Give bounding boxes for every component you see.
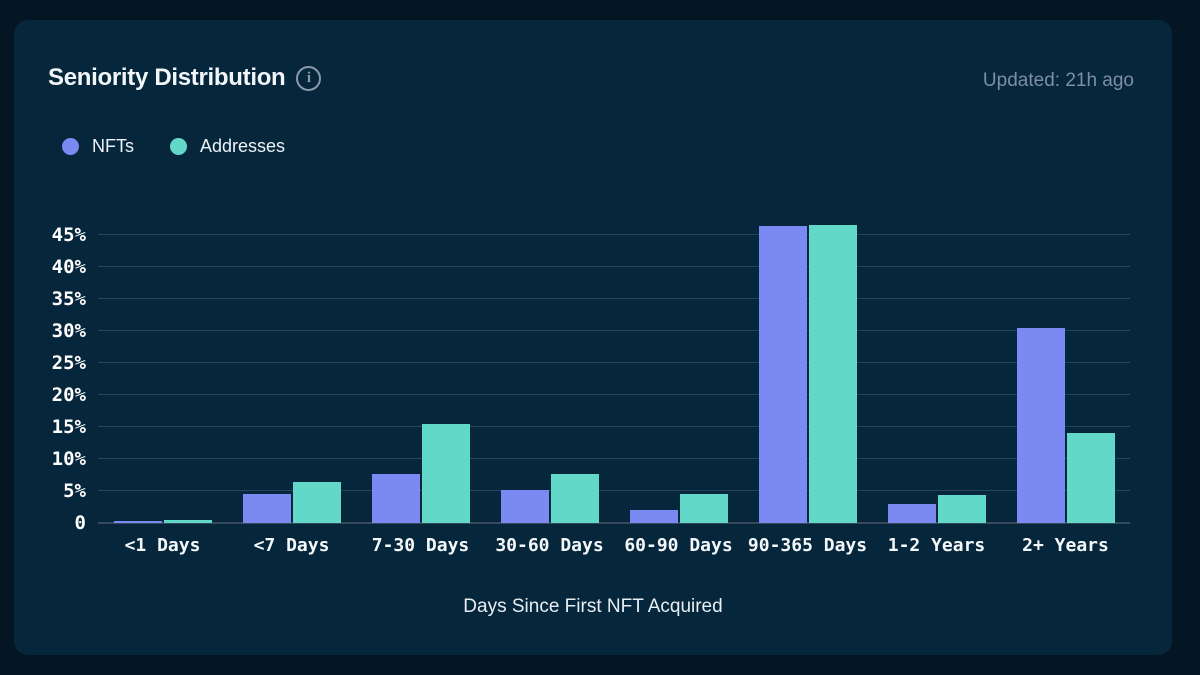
y-axis-tick: 10% <box>51 448 86 470</box>
bar-group: 1-2 Years <box>872 220 1001 556</box>
nfts-bar[interactable] <box>629 509 678 523</box>
addresses-bar[interactable] <box>163 519 212 523</box>
x-axis-tick: 2+ Years <box>1022 535 1109 556</box>
gridline <box>98 426 1130 427</box>
addresses-bar[interactable] <box>421 423 470 523</box>
plot-area: 0 5% 10% 15% 20% 25% 30% 35% 40% 45% <1 Days <7 Day… <box>52 220 1130 556</box>
x-axis-tick: <7 Days <box>253 535 330 556</box>
addresses-bar[interactable] <box>679 494 728 523</box>
bar-group: 30-60 Days <box>485 220 614 556</box>
legend-label: Addresses <box>200 136 286 156</box>
x-axis-tick: 60-90 Days <box>624 535 733 556</box>
nfts-bar[interactable] <box>500 490 549 523</box>
addresses-bar[interactable] <box>292 482 341 523</box>
bar-group: <1 Days <box>98 220 227 556</box>
bar-group: <7 Days <box>227 220 356 556</box>
chart-legend: NFTs Addresses <box>62 136 285 157</box>
x-axis-tick: 1-2 Years <box>887 535 986 556</box>
x-axis-tick: <1 Days <box>124 535 201 556</box>
x-axis-title: Days Since First NFT Acquired <box>463 596 723 617</box>
y-axis-tick: 30% <box>51 320 86 342</box>
card-header: Seniority Distribution i <box>48 64 322 92</box>
gridline <box>98 394 1130 395</box>
seniority-distribution-card: Seniority Distribution i Updated: 21h ag… <box>14 20 1172 655</box>
gridline <box>98 234 1130 235</box>
addresses-swatch-icon <box>170 138 187 155</box>
legend-label: NFTs <box>92 136 134 156</box>
addresses-bar[interactable] <box>808 224 857 523</box>
x-axis-tick: 30-60 Days <box>495 535 604 556</box>
y-axis-tick: 25% <box>51 352 86 374</box>
nfts-bar[interactable] <box>371 473 420 523</box>
legend-item-nfts[interactable]: NFTs <box>62 136 134 157</box>
y-axis-tick: 15% <box>51 416 86 438</box>
nfts-bar[interactable] <box>758 226 807 523</box>
nfts-bar[interactable] <box>1016 328 1065 523</box>
y-axis-tick: 0 <box>74 512 86 534</box>
gridline <box>98 362 1130 363</box>
updated-timestamp: Updated: 21h ago <box>982 70 1134 91</box>
nfts-swatch-icon <box>62 138 79 155</box>
nfts-bar[interactable] <box>242 493 291 523</box>
y-axis-tick: 40% <box>51 256 86 278</box>
y-axis-tick: 5% <box>63 480 86 502</box>
bar-group: 7-30 Days <box>356 220 485 556</box>
addresses-bar[interactable] <box>1066 433 1115 523</box>
x-axis-tick: 90-365 Days <box>747 535 868 556</box>
bar-group: 90-365 Days <box>743 220 872 556</box>
gridline <box>98 490 1130 491</box>
nfts-bar[interactable] <box>887 503 936 523</box>
gridline <box>98 330 1130 331</box>
gridline <box>98 298 1130 299</box>
addresses-bar[interactable] <box>550 473 599 523</box>
gridline <box>98 266 1130 267</box>
legend-item-addresses[interactable]: Addresses <box>170 136 285 157</box>
bar-group: 60-90 Days <box>614 220 743 556</box>
y-axis-tick: 45% <box>51 224 86 246</box>
page-title: Seniority Distribution <box>48 64 286 91</box>
gridline <box>98 458 1130 459</box>
x-axis-tick: 7-30 Days <box>371 535 470 556</box>
x-axis-line <box>98 522 1130 524</box>
addresses-bar[interactable] <box>937 495 986 523</box>
info-icon[interactable]: i <box>296 65 322 91</box>
y-axis-tick: 20% <box>51 384 86 406</box>
y-axis-tick: 35% <box>51 288 86 310</box>
nfts-bar[interactable] <box>113 521 162 523</box>
bar-group: 2+ Years <box>1001 220 1130 556</box>
